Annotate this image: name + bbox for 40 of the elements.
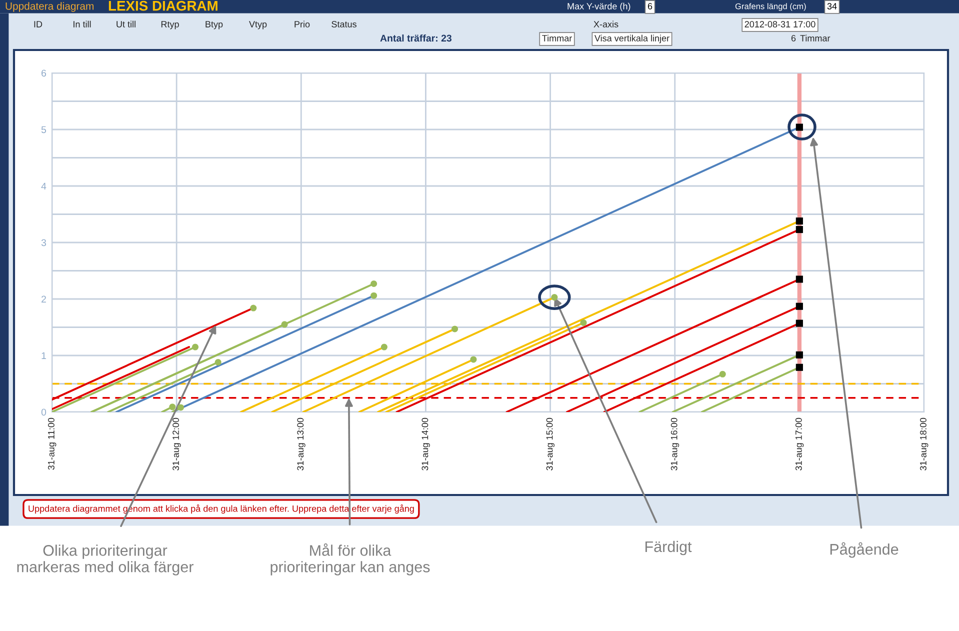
text: 2012-08-31 17:00 (744, 21, 816, 28)
text: Ut till (116, 20, 136, 28)
text: Timmar (800, 34, 830, 42)
x-tick-label: 31-aug 18:00 (920, 418, 928, 470)
x-tick-label: 31-aug 13:00 (297, 418, 306, 470)
text: Pågående (830, 542, 898, 558)
text: 6 (648, 3, 652, 10)
text: Vtyp (249, 21, 267, 30)
text: Status (332, 21, 356, 28)
y-tick-label: 4 (41, 182, 46, 190)
text: Visa vertikala linjer (594, 34, 670, 44)
x-tick-label: 31-aug 16:00 (670, 418, 680, 470)
text: Uppdatera diagram (6, 2, 94, 12)
x-tick-label: 31-aug 12:00 (172, 418, 181, 470)
y-tick-label: 1 (42, 352, 46, 360)
y-tick-label: 6 (42, 70, 46, 77)
text: Prio (294, 20, 310, 28)
text: Rtyp (161, 21, 179, 30)
y-tick-label: 3 (41, 239, 46, 246)
text: X-axis (594, 20, 618, 28)
x-tick-label: 31-aug 14:00 (422, 418, 430, 470)
text: 34 (827, 3, 837, 10)
annotation: Mål för olika prioriteringar kan anges (270, 543, 430, 576)
y-tick-label: 2 (42, 296, 46, 303)
text: Timmar (542, 34, 572, 42)
text: Antal träffar: 23 (380, 34, 452, 42)
y-tick-label: 5 (41, 126, 46, 134)
text: 6 (791, 35, 796, 42)
text: Btyp (206, 21, 223, 30)
x-tick-label: 31-aug 11:00 (48, 418, 56, 470)
text: Max Y-värde (h) (568, 2, 630, 12)
x-tick-label: 31-aug 15:00 (546, 418, 554, 470)
annotation: Olika prioriteringar markeras med olika färger (17, 544, 194, 576)
text: ID (34, 21, 42, 28)
chart-title: LEXIS DIAGRAM (108, 0, 218, 11)
x-tick-label: 31-aug 17:00 (795, 418, 804, 470)
text: Grafens längd (cm) (735, 3, 806, 11)
y-tick-label: 0 (41, 408, 46, 416)
annotation: Färdigt (645, 540, 692, 556)
text: In till (74, 20, 91, 28)
